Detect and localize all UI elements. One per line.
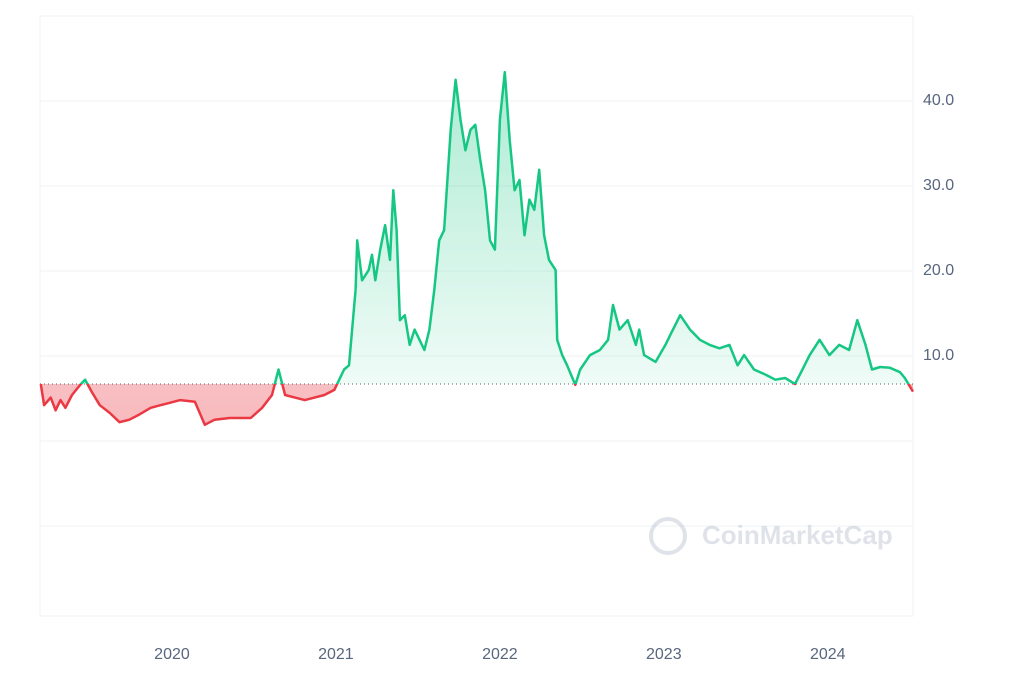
- x-tick-label: 2024: [810, 646, 846, 663]
- x-tick-label: 2023: [646, 646, 682, 663]
- x-tick-label: 2022: [482, 646, 518, 663]
- price-line-down: [39, 383, 915, 427]
- x-tick-label: 2020: [154, 646, 190, 663]
- watermark-text: CoinMarketCap: [702, 520, 893, 550]
- y-tick-label: 40.0: [923, 92, 954, 109]
- x-tick-label: 2021: [318, 646, 354, 663]
- price-line-up: [40, 70, 910, 384]
- y-tick-label: 10.0: [923, 347, 954, 364]
- watermark-logo: [649, 517, 687, 555]
- plot-frame: [39, 15, 914, 617]
- area-down: [40, 383, 913, 425]
- y-tick-label: 30.0: [923, 177, 954, 194]
- y-tick-label: 20.0: [923, 262, 954, 279]
- watermark: CoinMarketCap: [649, 517, 893, 555]
- area-up: [80, 72, 909, 384]
